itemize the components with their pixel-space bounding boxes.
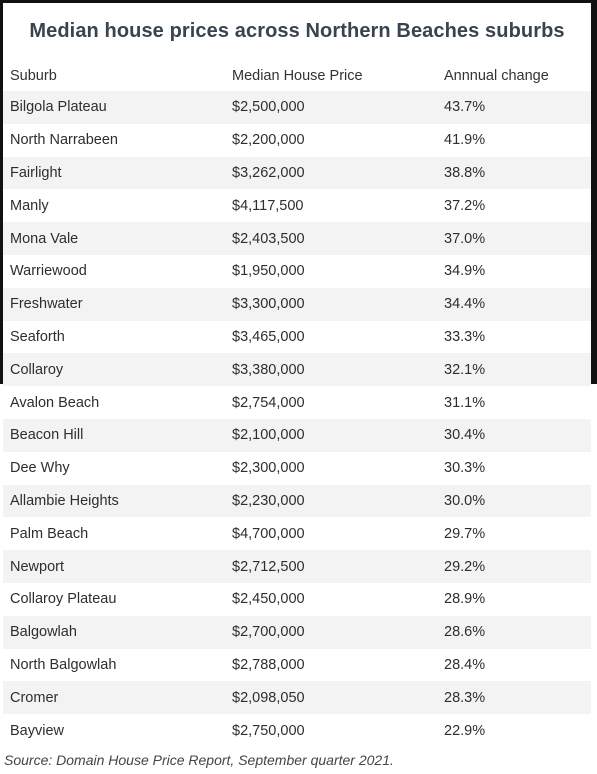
table-title: Median house prices across Northern Beac… — [29, 20, 565, 42]
change-cell: 22.9% — [444, 722, 486, 739]
table-row: Manly $4,117,500 37.2% — [3, 189, 591, 223]
table-row: North Narrabeen $2,200,000 41.9% — [3, 123, 591, 157]
table-row: Avalon Beach $2,754,000 31.1% — [3, 386, 591, 419]
suburb-cell: Avalon Beach — [10, 394, 100, 411]
suburb-cell: Palm Beach — [10, 525, 89, 542]
price-cell: $2,230,000 — [232, 492, 305, 509]
table-row: Balgowlah $2,700,000 28.6% — [3, 615, 591, 649]
price-cell: $2,200,000 — [232, 132, 305, 149]
header-row: Suburb Median House Price Annnual change — [3, 60, 591, 91]
table-row: Freshwater $3,300,000 34.4% — [3, 287, 591, 321]
table-row: Bilgola Plateau $2,500,000 43.7% — [3, 91, 591, 124]
price-cell: $1,950,000 — [232, 263, 305, 280]
header-change: Annnual change — [444, 67, 549, 84]
change-cell: 30.3% — [444, 460, 486, 477]
change-cell: 37.2% — [444, 197, 486, 214]
table-row: Collaroy $3,380,000 32.1% — [3, 353, 591, 387]
suburb-cell: Freshwater — [10, 296, 83, 313]
header-price: Median House Price — [232, 67, 363, 84]
change-cell: 34.4% — [444, 296, 486, 313]
change-cell: 30.4% — [444, 427, 486, 444]
change-cell: 38.8% — [444, 164, 486, 181]
price-cell: $3,262,000 — [232, 164, 305, 181]
table-row: Seaforth $3,465,000 33.3% — [3, 320, 591, 354]
table-row: Warriewood $1,950,000 34.9% — [3, 254, 591, 288]
header-suburb: Suburb — [10, 67, 57, 84]
change-cell: 34.9% — [444, 263, 486, 280]
change-cell: 28.3% — [444, 689, 486, 706]
price-cell: $2,098,050 — [232, 689, 305, 706]
price-cell: $4,117,500 — [232, 197, 304, 214]
change-cell: 29.7% — [444, 525, 486, 542]
price-cell: $2,754,000 — [232, 394, 305, 411]
table-row: Collaroy Plateau $2,450,000 28.9% — [3, 582, 591, 616]
change-cell: 41.9% — [444, 132, 486, 149]
table-row: Mona Vale $2,403,500 37.0% — [3, 222, 591, 255]
table-row: Cromer $2,098,050 28.3% — [3, 681, 591, 715]
price-cell: $3,300,000 — [232, 296, 305, 313]
table-row: Allambie Heights $2,230,000 30.0% — [3, 484, 591, 518]
price-cell: $2,403,500 — [232, 230, 305, 247]
suburb-cell: Newport — [10, 558, 64, 575]
suburb-cell: Dee Why — [10, 460, 70, 477]
price-cell: $2,700,000 — [232, 624, 305, 641]
suburb-cell: Bilgola Plateau — [10, 99, 107, 116]
suburb-cell: Collaroy Plateau — [10, 591, 117, 608]
suburb-cell: Cromer — [10, 689, 59, 706]
change-cell: 32.1% — [444, 361, 486, 378]
suburb-cell: Mona Vale — [10, 230, 79, 247]
source-note: Source: Domain House Price Report, Septe… — [4, 752, 394, 768]
suburb-cell: Balgowlah — [10, 624, 77, 641]
table-row: Dee Why $2,300,000 30.3% — [3, 451, 591, 485]
change-cell: 31.1% — [444, 394, 486, 411]
price-table-card: Median house prices across Northern Beac… — [3, 3, 591, 747]
price-cell: $2,712,500 — [232, 558, 305, 575]
price-cell: $3,380,000 — [232, 361, 305, 378]
table-row: Bayview $2,750,000 22.9% — [3, 714, 591, 747]
price-cell: $2,450,000 — [232, 591, 305, 608]
price-cell: $4,700,000 — [232, 525, 305, 542]
change-cell: 43.7% — [444, 99, 486, 116]
change-cell: 28.6% — [444, 624, 486, 641]
change-cell: 30.0% — [444, 492, 486, 509]
change-cell: 28.4% — [444, 656, 486, 673]
suburb-cell: North Balgowlah — [10, 656, 117, 673]
table-row: Palm Beach $4,700,000 29.7% — [3, 517, 591, 551]
change-cell: 29.2% — [444, 558, 486, 575]
change-cell: 28.9% — [444, 591, 486, 608]
suburb-cell: Seaforth — [10, 328, 65, 345]
suburb-cell: Beacon Hill — [10, 427, 84, 444]
suburb-cell: Collaroy — [10, 361, 64, 378]
price-cell: $2,500,000 — [232, 99, 305, 116]
price-cell: $2,100,000 — [232, 427, 305, 444]
table-row: Newport $2,712,500 29.2% — [3, 550, 591, 583]
price-cell: $2,788,000 — [232, 656, 305, 673]
change-cell: 33.3% — [444, 328, 486, 345]
table-row: Beacon Hill $2,100,000 30.4% — [3, 418, 591, 452]
price-cell: $3,465,000 — [232, 328, 305, 345]
price-table: Suburb Median House Price Annnual change… — [3, 60, 591, 747]
suburb-cell: Fairlight — [10, 164, 62, 181]
price-cell: $2,300,000 — [232, 460, 305, 477]
suburb-cell: Warriewood — [10, 263, 87, 280]
table-row: Fairlight $3,262,000 38.8% — [3, 156, 591, 190]
suburb-cell: Manly — [10, 197, 49, 214]
suburb-cell: Bayview — [10, 722, 64, 739]
suburb-cell: Allambie Heights — [10, 492, 119, 509]
change-cell: 37.0% — [444, 230, 486, 247]
table-row: North Balgowlah $2,788,000 28.4% — [3, 648, 591, 682]
price-cell: $2,750,000 — [232, 722, 305, 739]
suburb-cell: North Narrabeen — [10, 132, 118, 149]
